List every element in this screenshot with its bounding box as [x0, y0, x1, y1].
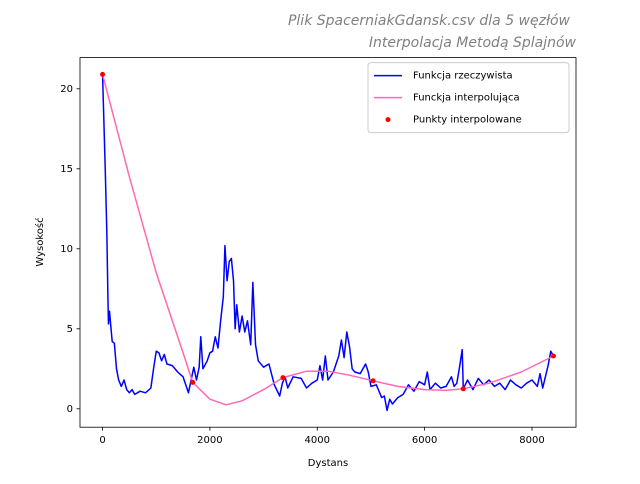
chart-subtitle: Interpolacja Metodą Splajnów [369, 35, 577, 51]
y-tick-label: 15 [60, 164, 73, 175]
y-tick-label: 10 [60, 244, 73, 255]
y-tick-label: 20 [60, 84, 73, 95]
interpolation-point [100, 71, 106, 77]
x-axis-label: Dystans [308, 458, 348, 469]
x-tick-label: 4000 [305, 435, 330, 446]
axes-frame [79, 57, 577, 428]
chart-title: Plik SpacerniakGdansk.csv dla 5 węzłów [288, 13, 571, 29]
x-tick-label: 6000 [412, 435, 437, 446]
y-axis-label: Wysokość [34, 217, 46, 266]
interpolation-point [460, 386, 466, 392]
interpolation-point [370, 378, 376, 384]
legend-label: Punkty interpolowane [413, 115, 522, 126]
legend-marker [385, 117, 391, 123]
legend-label: Funckja interpolująca [413, 93, 520, 104]
series-line [101, 74, 554, 406]
legend-label: Funkcja rzeczywista [413, 71, 513, 82]
y-tick-label: 5 [67, 324, 73, 335]
x-tick-label: 8000 [519, 435, 544, 446]
legend-box [367, 62, 570, 134]
interpolation-point [280, 375, 286, 381]
y-tick-label: 0 [67, 404, 73, 415]
x-tick-label: 0 [99, 435, 105, 446]
interpolation-point [190, 379, 196, 385]
interpolation-point [550, 353, 556, 359]
x-tick-label: 2000 [197, 435, 222, 446]
